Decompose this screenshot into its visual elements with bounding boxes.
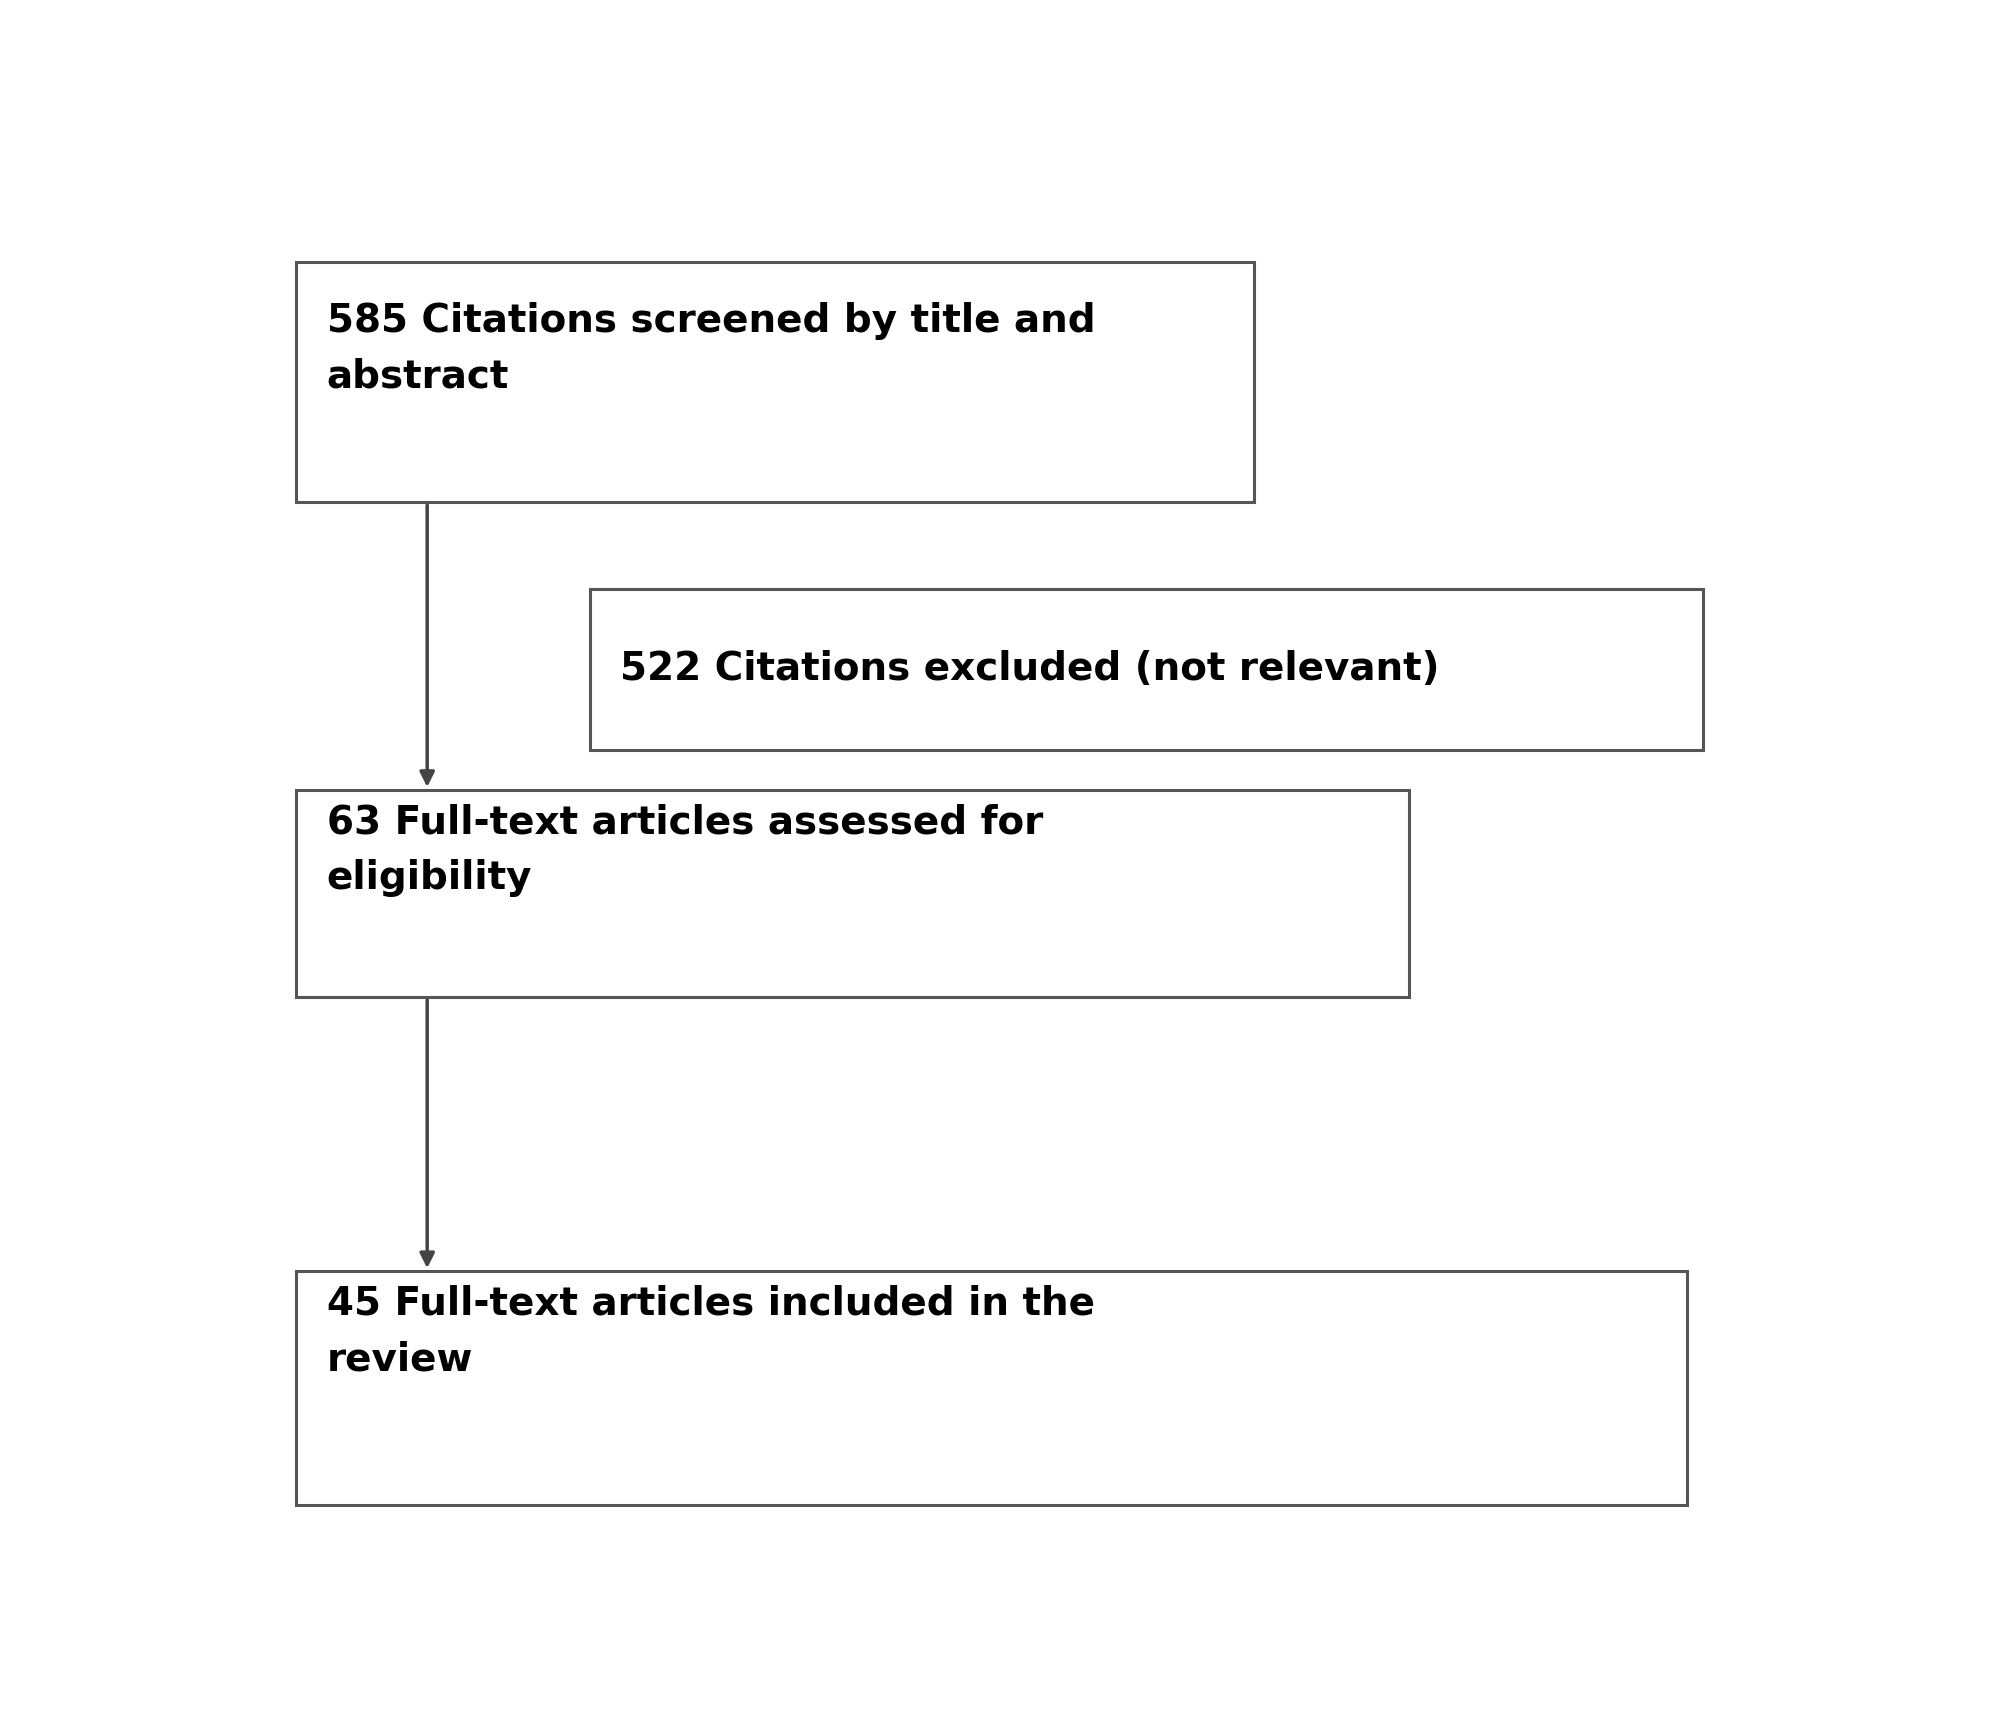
Text: 585 Citations screened by title and
abstract: 585 Citations screened by title and abst… (327, 302, 1095, 396)
Text: 45 Full-text articles included in the
review: 45 Full-text articles included in the re… (327, 1285, 1095, 1378)
FancyBboxPatch shape (591, 589, 1702, 750)
FancyBboxPatch shape (295, 790, 1408, 996)
FancyBboxPatch shape (295, 1271, 1688, 1505)
Text: 63 Full-text articles assessed for
eligibility: 63 Full-text articles assessed for eligi… (327, 804, 1043, 898)
FancyBboxPatch shape (295, 262, 1255, 502)
Text: 522 Citations excluded (not relevant): 522 Citations excluded (not relevant) (620, 651, 1440, 689)
